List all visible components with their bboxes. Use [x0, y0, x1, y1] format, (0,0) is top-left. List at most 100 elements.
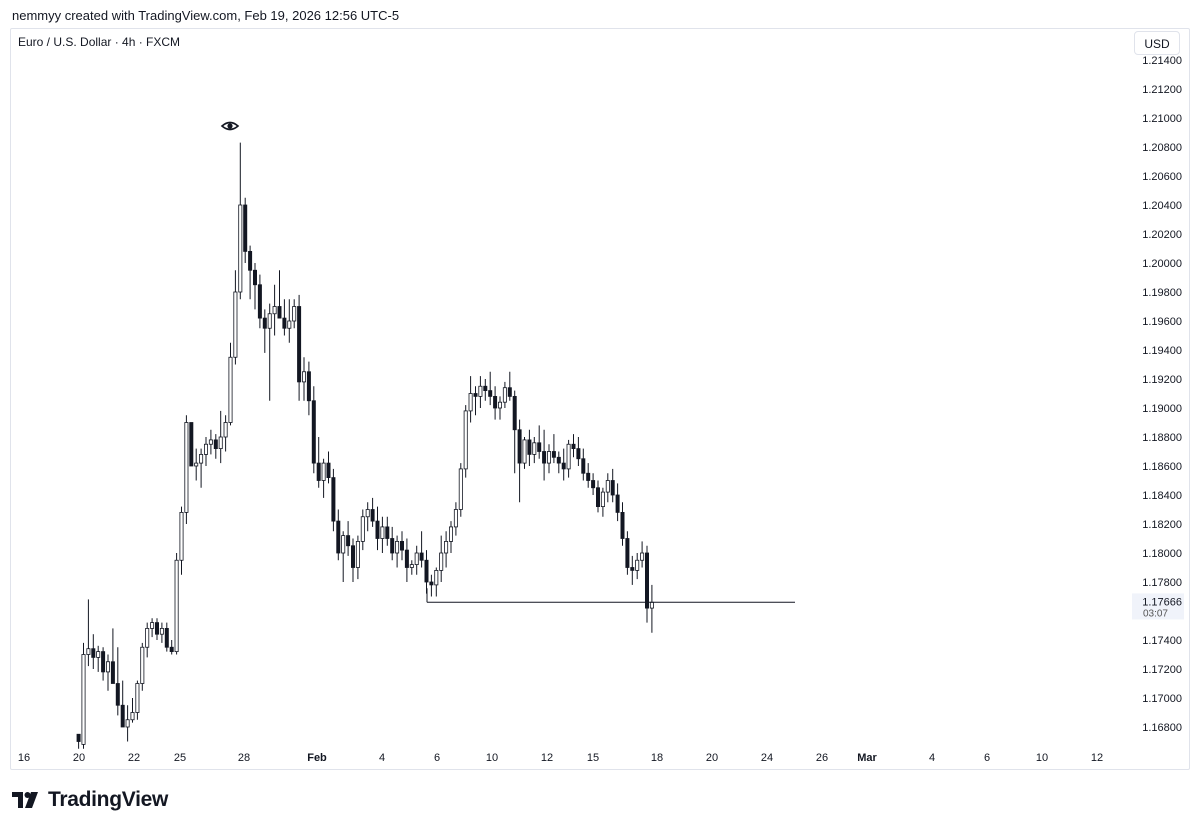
candle [238, 142, 243, 300]
candle [649, 584, 654, 633]
time-axis: 16 20 22 25 28 Feb 4 6 10 12 15 18 20 24 26 Mar 4 6 10 12 [18, 752, 1103, 764]
time-tick-label: 12 [1091, 752, 1103, 764]
candle-body [218, 436, 223, 449]
candle-body [556, 456, 561, 464]
candle-body [96, 651, 101, 658]
candle [297, 294, 302, 401]
tradingview-logo[interactable]: TradingView [12, 788, 168, 812]
price-tick-label: 1.17000 [1142, 693, 1182, 705]
candle [444, 531, 449, 568]
candle-body [360, 516, 365, 542]
candle-body [164, 628, 169, 648]
candle-body [238, 204, 243, 293]
candle-body [174, 559, 179, 652]
candle-body [277, 306, 282, 319]
candle-body [527, 439, 532, 455]
candle [419, 531, 424, 568]
candle-body [91, 648, 96, 658]
candle-body [194, 462, 199, 467]
price-tick-label: 1.18200 [1142, 519, 1182, 531]
candle-body [419, 552, 424, 561]
candle-body [380, 526, 385, 539]
candle-body [620, 512, 625, 539]
candle [615, 483, 620, 522]
price-tick-label: 1.19000 [1142, 403, 1182, 415]
price-axis: 1.21400 1.21200 1.21000 1.20800 1.20600 1.204… [1132, 55, 1184, 734]
price-tick-label: 1.21000 [1142, 113, 1182, 125]
last-price-label-bg [1132, 593, 1184, 620]
candle-body [478, 385, 483, 397]
price-tick-label: 1.18000 [1142, 548, 1182, 560]
price-tick-label: 1.19200 [1142, 374, 1182, 386]
candle-body [252, 269, 257, 286]
candle-body [424, 559, 429, 583]
candle-body [213, 439, 218, 449]
candle-body [625, 538, 630, 568]
candle-body [184, 422, 189, 513]
eye-icon[interactable] [220, 121, 240, 131]
candle [233, 270, 238, 365]
candle [282, 299, 287, 336]
candle [125, 705, 130, 742]
candle [159, 622, 164, 643]
symbol-title[interactable]: Euro / U.S. Dollar · 4h · FXCM [18, 35, 181, 49]
candle-body [542, 451, 547, 464]
candle-body [248, 250, 253, 271]
candle-body [635, 559, 640, 571]
candle-body [135, 683, 140, 713]
candle [272, 284, 277, 336]
candle-body [189, 422, 194, 467]
candle-body [385, 526, 390, 539]
candle [453, 502, 458, 536]
candle [292, 299, 297, 329]
candle-body [448, 526, 453, 542]
candle-body [326, 462, 331, 479]
candle [154, 618, 159, 640]
time-tick-label: 16 [18, 752, 30, 764]
candle [399, 531, 404, 561]
candle-body [243, 204, 248, 252]
time-tick-label: 18 [651, 752, 663, 764]
candle [184, 415, 189, 524]
candle [483, 379, 488, 401]
candle-body [488, 390, 493, 397]
candle-body [297, 306, 302, 383]
time-tick-label: 24 [761, 752, 773, 764]
time-tick-label: Feb [307, 752, 327, 764]
candle-body [493, 395, 498, 409]
candle-body [370, 509, 375, 522]
price-tick-label: 1.19400 [1142, 345, 1182, 357]
currency-button[interactable]: USD [1134, 31, 1180, 55]
time-tick-label: Mar [857, 752, 877, 764]
candle [203, 437, 208, 466]
candle-body [591, 480, 596, 489]
candle [547, 444, 552, 474]
candle [630, 555, 635, 585]
candle-body [120, 704, 125, 728]
price-tick-label: 1.20000 [1142, 258, 1182, 270]
candle [316, 437, 321, 488]
candle-body [395, 541, 400, 554]
price-tick-label: 1.21200 [1142, 84, 1182, 96]
candle-body [414, 552, 419, 565]
candle-body [439, 552, 444, 571]
candle [502, 381, 507, 408]
candle [341, 531, 346, 582]
candle [370, 497, 375, 527]
price-tick-label: 1.20800 [1142, 142, 1182, 154]
candle [346, 521, 351, 556]
candle [527, 429, 532, 466]
candle [605, 473, 610, 503]
candle [542, 429, 547, 481]
candle [473, 386, 478, 416]
candle [610, 468, 615, 503]
candle-body [341, 535, 346, 554]
candle [635, 553, 640, 580]
candle [390, 526, 395, 561]
candle-body [463, 410, 468, 470]
price-tick-label: 1.20400 [1142, 200, 1182, 212]
candle-body [145, 628, 150, 648]
candle-body [497, 401, 502, 409]
time-tick-label: 25 [174, 752, 186, 764]
